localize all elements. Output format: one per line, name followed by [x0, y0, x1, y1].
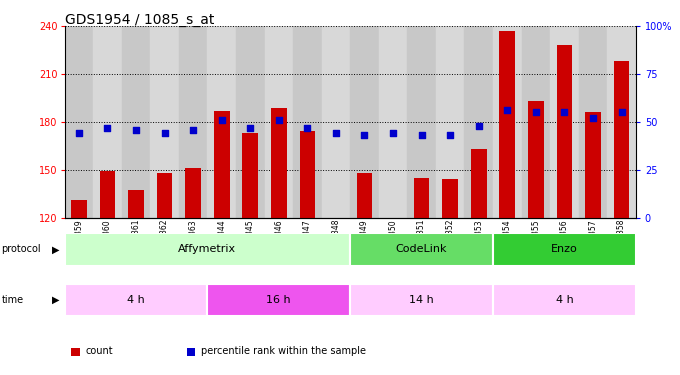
- Bar: [585, 112, 601, 218]
- Bar: [379, 26, 407, 218]
- Point: [502, 107, 513, 113]
- Text: 14 h: 14 h: [409, 295, 434, 305]
- Point: [588, 115, 598, 121]
- Point: [530, 110, 541, 116]
- Bar: [550, 26, 579, 218]
- Bar: [350, 284, 493, 316]
- Text: percentile rank within the sample: percentile rank within the sample: [201, 346, 366, 356]
- Point: [216, 117, 227, 123]
- Bar: [442, 179, 458, 218]
- Text: 16 h: 16 h: [267, 295, 291, 305]
- Text: ▶: ▶: [52, 244, 59, 254]
- Bar: [150, 26, 179, 218]
- Bar: [493, 284, 636, 316]
- Point: [359, 132, 370, 138]
- Bar: [156, 173, 173, 217]
- Bar: [579, 26, 607, 218]
- Bar: [528, 101, 544, 217]
- Point: [616, 110, 627, 116]
- Bar: [65, 26, 93, 218]
- Bar: [293, 26, 322, 218]
- Bar: [122, 26, 150, 218]
- Bar: [493, 26, 522, 218]
- Bar: [299, 132, 316, 218]
- Bar: [493, 233, 636, 266]
- Text: count: count: [85, 346, 113, 356]
- Text: ▶: ▶: [52, 295, 59, 305]
- Bar: [356, 173, 373, 217]
- Bar: [265, 26, 293, 218]
- Bar: [207, 26, 236, 218]
- Point: [131, 126, 141, 132]
- Point: [302, 124, 313, 130]
- Bar: [464, 26, 493, 218]
- Bar: [556, 45, 573, 218]
- Text: protocol: protocol: [1, 244, 41, 254]
- Point: [445, 132, 456, 138]
- Bar: [607, 26, 636, 218]
- Bar: [65, 284, 207, 316]
- Bar: [322, 26, 350, 218]
- Bar: [65, 233, 350, 266]
- Point: [330, 130, 341, 136]
- Bar: [413, 178, 430, 218]
- Bar: [522, 26, 550, 218]
- Bar: [207, 284, 350, 316]
- Point: [188, 126, 199, 132]
- Text: Affymetrix: Affymetrix: [178, 244, 237, 254]
- Bar: [214, 111, 230, 218]
- Bar: [271, 108, 287, 218]
- Bar: [613, 61, 630, 217]
- Text: 4 h: 4 h: [556, 295, 573, 305]
- Bar: [242, 133, 258, 218]
- Point: [102, 124, 113, 130]
- Bar: [407, 26, 436, 218]
- Text: time: time: [1, 295, 24, 305]
- Point: [159, 130, 170, 136]
- Bar: [71, 200, 87, 217]
- Bar: [179, 26, 207, 218]
- Text: Enzo: Enzo: [551, 244, 578, 254]
- Text: GDS1954 / 1085_s_at: GDS1954 / 1085_s_at: [65, 13, 214, 27]
- Bar: [93, 26, 122, 218]
- Bar: [99, 171, 116, 217]
- Point: [273, 117, 284, 123]
- Bar: [185, 168, 201, 217]
- Bar: [236, 26, 265, 218]
- Bar: [499, 31, 515, 217]
- Text: CodeLink: CodeLink: [396, 244, 447, 254]
- Point: [473, 123, 484, 129]
- Point: [245, 124, 256, 130]
- Bar: [350, 233, 493, 266]
- Text: 4 h: 4 h: [127, 295, 145, 305]
- Point: [73, 130, 84, 136]
- Bar: [350, 26, 379, 218]
- Bar: [436, 26, 464, 218]
- Point: [388, 130, 398, 136]
- Point: [559, 110, 570, 116]
- Bar: [471, 149, 487, 217]
- Bar: [128, 190, 144, 217]
- Point: [416, 132, 427, 138]
